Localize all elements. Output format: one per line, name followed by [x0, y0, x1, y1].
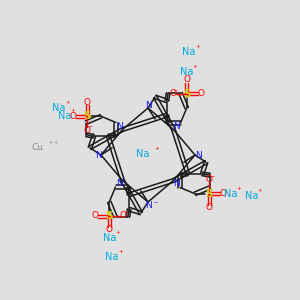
Text: Na: Na: [224, 189, 238, 199]
Text: $^+$: $^+$: [117, 248, 124, 257]
Text: O: O: [120, 212, 127, 220]
Text: N: N: [173, 122, 180, 131]
Text: Na: Na: [245, 191, 259, 201]
Text: Na: Na: [180, 67, 194, 77]
Text: O: O: [106, 226, 113, 235]
Text: Na: Na: [105, 252, 118, 262]
Text: $^-$: $^-$: [87, 124, 93, 130]
Text: Na: Na: [136, 149, 150, 159]
Text: $^+$: $^+$: [194, 44, 201, 52]
Text: Na: Na: [52, 103, 66, 113]
Text: $^+$: $^+$: [114, 230, 121, 238]
Text: $^-$: $^-$: [123, 210, 130, 216]
Text: O: O: [183, 76, 190, 85]
Text: N: N: [195, 151, 201, 160]
Text: O: O: [169, 89, 176, 98]
Text: N: N: [116, 179, 123, 188]
Text: O: O: [83, 126, 91, 135]
Text: O: O: [197, 89, 204, 98]
Text: N: N: [94, 151, 101, 160]
Text: N: N: [145, 200, 152, 209]
Text: S: S: [83, 111, 91, 121]
Text: S: S: [183, 89, 190, 99]
Text: $^-$: $^-$: [152, 200, 159, 206]
Text: $^{++}$: $^{++}$: [48, 141, 59, 147]
Text: S: S: [205, 189, 213, 199]
Text: O: O: [206, 203, 212, 212]
Text: N: N: [173, 179, 180, 188]
Text: $^-$: $^-$: [102, 148, 109, 154]
Text: O: O: [83, 98, 91, 107]
Text: O: O: [206, 175, 212, 184]
Text: Na: Na: [182, 47, 195, 57]
Text: $^+$: $^+$: [191, 64, 198, 73]
Text: $^+$: $^+$: [70, 108, 76, 117]
Text: $^-$: $^-$: [172, 88, 179, 94]
Text: $^+$: $^+$: [153, 146, 160, 154]
Text: Na: Na: [58, 111, 72, 121]
Text: $^+$: $^+$: [256, 187, 263, 196]
Text: O: O: [70, 112, 76, 121]
Text: O: O: [92, 212, 99, 220]
Text: $^+$: $^+$: [64, 100, 71, 109]
Text: Cu: Cu: [32, 143, 44, 152]
Text: S: S: [106, 211, 113, 221]
Text: $^-$: $^-$: [209, 174, 215, 180]
Text: Na: Na: [103, 233, 116, 243]
Text: N: N: [145, 100, 152, 109]
Text: $^+$: $^+$: [236, 185, 242, 194]
Text: N: N: [116, 122, 123, 131]
Text: O: O: [220, 189, 226, 198]
